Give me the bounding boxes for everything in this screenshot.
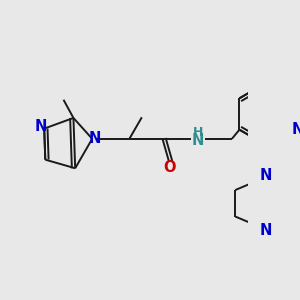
Text: N: N <box>292 122 300 137</box>
Text: N: N <box>88 131 101 146</box>
Text: N: N <box>192 133 204 148</box>
Text: N: N <box>260 169 272 184</box>
Text: N: N <box>260 223 272 238</box>
Text: N: N <box>35 119 47 134</box>
Text: H: H <box>193 126 203 139</box>
Text: O: O <box>163 160 175 175</box>
